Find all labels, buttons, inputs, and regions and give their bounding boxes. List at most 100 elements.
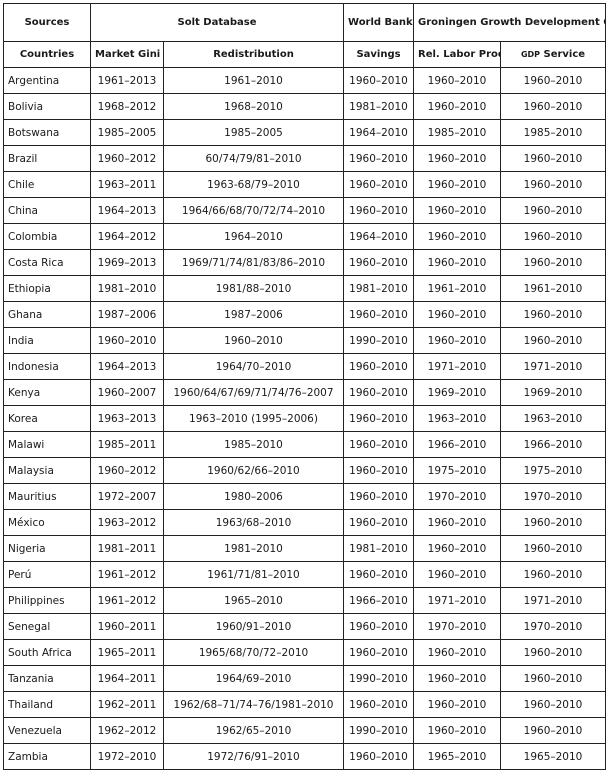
cell-rel-labor-prod: 1960–2010: [413, 535, 502, 562]
cell-country: Bolivia: [3, 93, 91, 120]
header-solt-database: Solt Database: [89, 3, 345, 42]
cell-savings: 1960–2010: [343, 145, 415, 172]
cell-rel-labor-prod: 1960–2010: [413, 145, 502, 172]
cell-savings: 1966–2010: [343, 587, 415, 614]
table-row: Malaysia 1960–2012 1960/62/66–2010 1960–201…: [3, 457, 607, 484]
cell-savings: 1964–2010: [343, 119, 415, 146]
cell-market-gini: 1964–2013: [90, 197, 164, 224]
cell-savings: 1960–2010: [343, 301, 415, 328]
cell-redistribution: 1981–2010: [162, 535, 345, 562]
cell-gdp-service: 1960–2010: [500, 535, 607, 562]
cell-market-gini: 1981–2011: [90, 535, 164, 562]
cell-market-gini: 1960–2012: [90, 145, 164, 172]
cell-country: Tanzania: [3, 665, 91, 692]
cell-savings: 1960–2010: [343, 509, 415, 536]
cell-gdp-service: 1960–2010: [500, 93, 607, 120]
cell-gdp-service: 1970–2010: [500, 613, 607, 640]
cell-rel-labor-prod: 1971–2010: [413, 587, 502, 614]
cell-gdp-service: 1966–2010: [500, 431, 607, 458]
cell-savings: 1981–2010: [343, 535, 415, 562]
header-countries: Countries: [3, 41, 91, 68]
cell-gdp-service: 1985–2010: [500, 119, 607, 146]
cell-redistribution: 1960/91–2010: [162, 613, 345, 640]
cell-country: Philippines: [3, 587, 91, 614]
table-row: Kenya 1960–2007 1960/64/67/69/71/74/76–200…: [3, 379, 607, 406]
table-row: South Africa 1965–2011 1965/68/70/72–2010 1…: [3, 639, 607, 666]
header-market-gini: Market Gini: [90, 41, 164, 68]
cell-country: Venezuela: [3, 717, 91, 744]
cell-rel-labor-prod: 1960–2010: [413, 327, 502, 354]
cell-redistribution: 1962/68–71/74–76/1981–2010: [162, 691, 345, 718]
cell-market-gini: 1985–2011: [90, 431, 164, 458]
table-row: Colombia 1964–2012 1964–2010 1964–2010 1960–…: [3, 223, 607, 250]
table-row: Bolivia 1968–2012 1968–2010 1981–2010 1960–2…: [3, 93, 607, 120]
cell-market-gini: 1962–2012: [90, 717, 164, 744]
cell-country: Colombia: [3, 223, 91, 250]
cell-savings: 1960–2010: [343, 483, 415, 510]
cell-savings: 1990–2010: [343, 327, 415, 354]
cell-redistribution: 1972/76/91–2010: [162, 743, 345, 770]
cell-gdp-service: 1960–2010: [500, 691, 607, 718]
cell-gdp-service: 1960–2010: [500, 717, 607, 744]
header-redistribution: Redistribution: [162, 41, 345, 68]
cell-savings: 1960–2010: [343, 457, 415, 484]
cell-rel-labor-prod: 1963–2010: [413, 405, 502, 432]
cell-redistribution: 1969/71/74/81/83/86–2010: [162, 249, 345, 276]
cell-redistribution: 1980–2006: [162, 483, 345, 510]
cell-rel-labor-prod: 1960–2010: [413, 301, 502, 328]
cell-redistribution: 1961/71/81–2010: [162, 561, 345, 588]
cell-rel-labor-prod: 1960–2010: [413, 717, 502, 744]
cell-redistribution: 1964/66/68/70/72/74–2010: [162, 197, 345, 224]
table-row: Zambia 1972–2010 1972/76/91–2010 1960–2010 1…: [3, 743, 607, 770]
cell-gdp-service: 1960–2010: [500, 327, 607, 354]
table-row: Indonesia 1964–2013 1964/70–2010 1960–2010 1…: [3, 353, 607, 380]
cell-market-gini: 1969–2013: [90, 249, 164, 276]
cell-rel-labor-prod: 1961–2010: [413, 275, 502, 302]
cell-country: Ethiopia: [3, 275, 91, 302]
cell-country: Indonesia: [3, 353, 91, 380]
table-row: México 1963–2012 1963/68–2010 1960–2010 1960…: [3, 509, 607, 536]
cell-gdp-service: 1971–2010: [500, 353, 607, 380]
cell-market-gini: 1972–2007: [90, 483, 164, 510]
table-row: Chile 1963–2011 1963-68/79–2010 1960–2010 19…: [3, 171, 607, 198]
cell-gdp-service: 1960–2010: [500, 639, 607, 666]
gdp-prefix: GDP: [520, 50, 541, 59]
cell-market-gini: 1963–2013: [90, 405, 164, 432]
table-row: Botswana 1985–2005 1985–2005 1964–2010 1985–…: [3, 119, 607, 146]
table-row: China 1964–2013 1964/66/68/70/72/74–2010 19…: [3, 197, 607, 224]
cell-gdp-service: 1960–2010: [500, 301, 607, 328]
cell-country: Ghana: [3, 301, 91, 328]
cell-country: Malawi: [3, 431, 91, 458]
cell-gdp-service: 1960–2010: [500, 249, 607, 276]
cell-market-gini: 1962–2011: [90, 691, 164, 718]
cell-rel-labor-prod: 1960–2010: [413, 249, 502, 276]
cell-rel-labor-prod: 1985–2010: [413, 119, 502, 146]
cell-savings: 1960–2010: [343, 691, 415, 718]
data-sources-table: Sources Solt Database World Bank Groning…: [3, 3, 607, 770]
cell-savings: 1960–2010: [343, 249, 415, 276]
cell-country: India: [3, 327, 91, 354]
cell-savings: 1960–2010: [343, 353, 415, 380]
cell-rel-labor-prod: 1969–2010: [413, 379, 502, 406]
cell-market-gini: 1963–2012: [90, 509, 164, 536]
table-row: Philippines 1961–2012 1965–2010 1966–2010 19…: [3, 587, 607, 614]
cell-redistribution: 1960/64/67/69/71/74/76–2007: [162, 379, 345, 406]
cell-redistribution: 1985–2005: [162, 119, 345, 146]
cell-gdp-service: 1970–2010: [500, 483, 607, 510]
cell-savings: 1981–2010: [343, 93, 415, 120]
cell-country: Zambia: [3, 743, 91, 770]
cell-country: Kenya: [3, 379, 91, 406]
cell-country: Botswana: [3, 119, 91, 146]
cell-gdp-service: 1960–2010: [500, 223, 607, 250]
cell-country: Nigeria: [3, 535, 91, 562]
cell-country: Chile: [3, 171, 91, 198]
header-rel-labor-prod: Rel. Labor Prod.: [413, 41, 502, 68]
header-savings: Savings: [343, 41, 415, 68]
cell-savings: 1960–2010: [343, 405, 415, 432]
cell-rel-labor-prod: 1960–2010: [413, 67, 502, 94]
cell-market-gini: 1961–2013: [90, 67, 164, 94]
cell-rel-labor-prod: 1960–2010: [413, 665, 502, 692]
cell-market-gini: 1987–2006: [90, 301, 164, 328]
table-row: Ghana 1987–2006 1987–2006 1960–2010 1960–201…: [3, 301, 607, 328]
cell-gdp-service: 1960–2010: [500, 145, 607, 172]
